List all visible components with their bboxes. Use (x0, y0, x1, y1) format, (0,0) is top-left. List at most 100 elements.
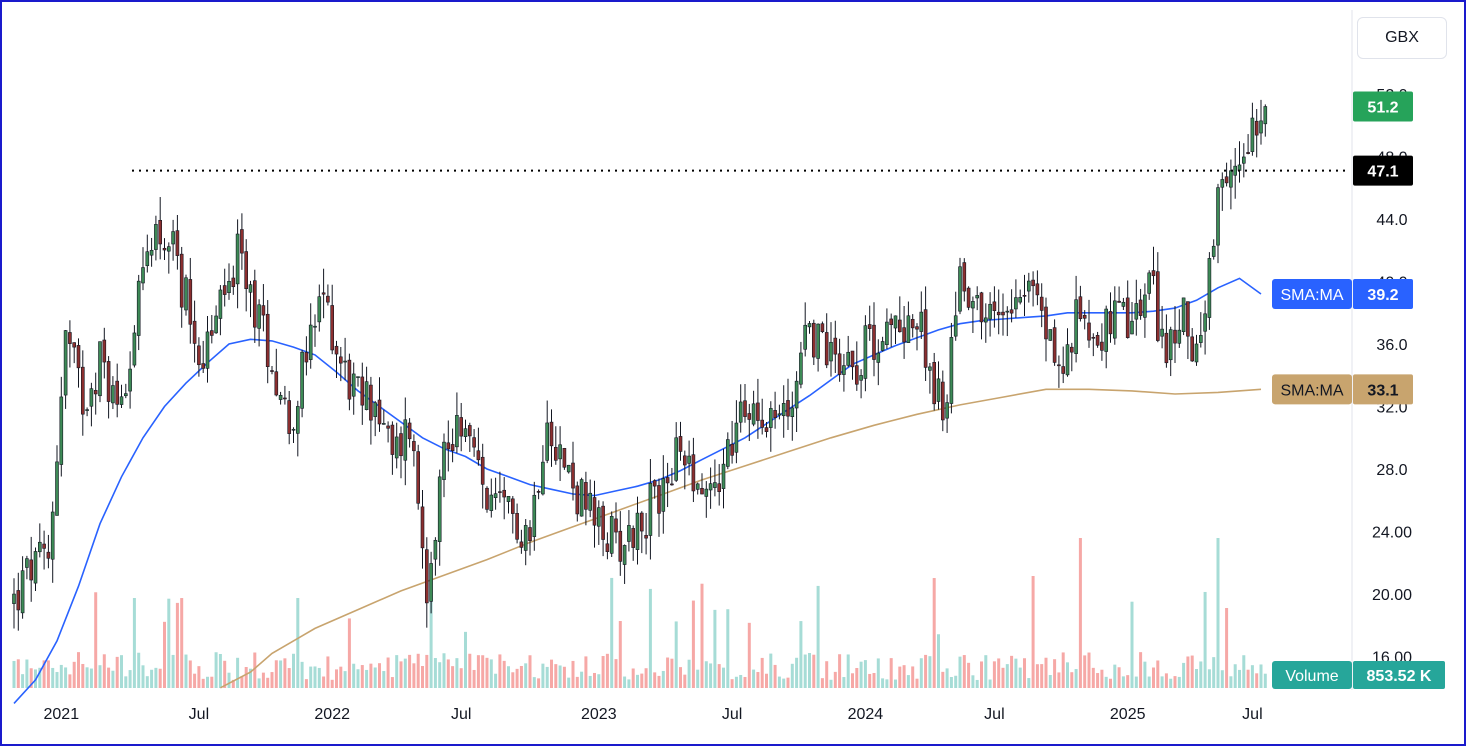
volume-bar (227, 672, 231, 688)
volume-bar (1023, 658, 1026, 688)
candle-body (29, 559, 34, 581)
volume-bar (1044, 657, 1048, 688)
candle-body (880, 341, 885, 351)
volume-bar (674, 621, 678, 688)
candle-body (476, 450, 481, 461)
volume-bar (38, 667, 42, 688)
candle-body (72, 342, 76, 348)
candle-body (992, 301, 997, 312)
sma-fast-value-bg (1353, 279, 1413, 309)
volume-bar (296, 598, 300, 688)
candle-body (889, 318, 894, 326)
candle-body (218, 289, 223, 319)
candle-body (1156, 271, 1160, 341)
x-tick-label: Jul (722, 706, 742, 723)
candle-body (463, 428, 468, 438)
candle-body (20, 570, 25, 614)
candle-body (962, 262, 967, 292)
candle-body (63, 330, 68, 396)
time-axis[interactable]: 2021 Jul 2022 Jul 2023 Jul 2024 Jul 2025 Jul (44, 706, 1263, 723)
volume-bar (1229, 676, 1233, 688)
volume-bar (717, 664, 721, 688)
volume-bar (261, 672, 265, 688)
volume-bar (128, 670, 132, 688)
candle-body (235, 233, 240, 285)
candle-body (59, 396, 64, 465)
candle-body (1246, 152, 1250, 154)
candle-body (472, 437, 476, 448)
volume-bar (661, 670, 665, 688)
candle-body (1104, 308, 1108, 352)
volume-bar (1070, 672, 1074, 688)
volume-bar (98, 665, 102, 688)
candle-body (897, 319, 902, 333)
volume-bar (223, 660, 227, 688)
volume-bar (158, 668, 162, 688)
candle-body (381, 423, 386, 425)
volume-bar (270, 672, 274, 688)
candle-body (1177, 329, 1182, 344)
volume-bar (1078, 538, 1082, 688)
volume-bar (1130, 601, 1134, 688)
candle-body (1065, 344, 1070, 376)
currency-button[interactable]: GBX (1357, 17, 1447, 59)
candle-body (605, 543, 610, 552)
volume-bar (1259, 664, 1263, 688)
candle-body (184, 277, 188, 311)
candle-body (480, 456, 485, 485)
volume-bar (373, 667, 377, 688)
volume-bar (1109, 678, 1112, 688)
volume-bar (274, 660, 278, 688)
volume-bar (184, 654, 188, 688)
volume-bar (670, 658, 674, 688)
candle-body (1216, 187, 1220, 246)
candle-body (1199, 335, 1203, 343)
candle-body (1044, 306, 1048, 340)
candle-body (149, 249, 154, 256)
volume-bar (1126, 675, 1130, 688)
volume-bar (1018, 667, 1022, 688)
candle-body (162, 247, 167, 251)
candle-body (773, 410, 777, 418)
volume-bar (1207, 669, 1211, 688)
candle-body (394, 436, 399, 459)
candle-body (786, 400, 790, 417)
candle-body (975, 295, 980, 299)
candle-body (1031, 279, 1035, 287)
volume-bar (1242, 655, 1246, 688)
volume-bar (687, 659, 691, 688)
volume-bar (1040, 664, 1044, 688)
candle-body (876, 352, 881, 363)
candle-body (1224, 176, 1229, 184)
volume-bar (1220, 670, 1224, 688)
volume-bar (743, 676, 747, 688)
candle-body (545, 422, 550, 461)
volume-bar (1057, 672, 1061, 688)
candle-body (523, 525, 528, 551)
candle-body (850, 350, 855, 368)
volume-bar (1074, 669, 1078, 688)
candle-body (1027, 280, 1031, 292)
candle-body (1100, 341, 1104, 351)
volume-bar (111, 670, 115, 688)
volume-bar (283, 658, 287, 688)
candle-body (661, 478, 666, 512)
volume-bar (1156, 660, 1160, 688)
candle-body (678, 436, 683, 452)
volume-bar (300, 661, 304, 688)
volume-bar (1203, 591, 1207, 688)
volume-bar (554, 664, 558, 688)
volume-bar (545, 666, 549, 688)
candle-body (532, 494, 537, 537)
candle-body (485, 487, 489, 510)
candle-body (111, 385, 115, 404)
volume-bar (46, 660, 50, 688)
x-tick-label: Jul (1242, 706, 1262, 723)
candle-body (837, 353, 842, 375)
volume-bar (425, 654, 429, 688)
volume-bar (442, 653, 446, 688)
volume-bar (752, 669, 756, 688)
candle-body (1113, 300, 1117, 339)
volume-bar (992, 661, 996, 688)
